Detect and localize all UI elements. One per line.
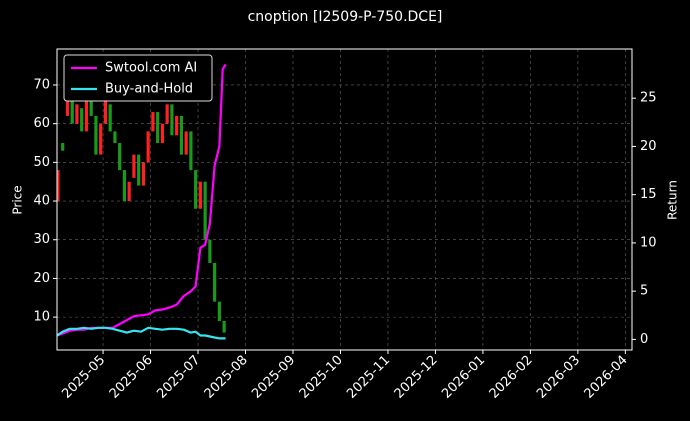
candle-body [118,143,122,171]
y2-tick-label: 25 [640,91,657,106]
candle-body [127,181,131,202]
candle-body [61,143,65,151]
y2-tick-label: 20 [640,139,657,154]
candle-body [170,104,174,136]
candle-body [217,301,221,321]
y-tick-label: 70 [33,77,50,92]
candle-body [70,100,74,124]
candle-body [89,100,93,116]
candle-body [99,123,103,155]
y-tick-label: 40 [33,194,50,209]
candle-body [94,115,98,155]
candle-body [222,320,226,333]
plot-frame [56,48,633,351]
y-tick-label: 20 [33,271,50,286]
candle-body [208,239,212,263]
candle-body [165,104,169,124]
y2-tick-label: 15 [640,187,657,202]
y2-axis-label: Return [666,180,680,220]
y2-tick-label: 5 [640,284,648,299]
candle-body [179,115,184,155]
y-axis-label: Price [11,185,25,214]
candle-body [137,154,141,186]
plot-area [57,63,227,340]
candle-body [213,262,217,302]
legend-box [63,54,213,102]
line-series [57,326,226,340]
candle-body [65,92,70,116]
candle-body [146,131,150,163]
candle-body [184,131,188,155]
y-tick-label: 10 [33,310,50,325]
candle-body [175,115,179,136]
legend-label: Swtool.com AI [105,61,197,76]
candle-body [194,170,198,209]
y-tick-label: 30 [33,232,50,247]
candle-body [198,181,202,209]
candle-body [151,112,155,132]
candle-body [160,123,165,144]
candle-body [103,100,108,124]
candle-body [75,104,79,124]
candle-body [57,170,60,202]
y-tick-label: 50 [33,155,50,170]
candle-body [108,104,112,132]
candle-body [113,131,117,144]
candle-body [132,154,136,178]
candle-body [189,131,193,171]
candle-body [203,181,207,240]
candle-body [122,170,127,202]
y2-tick-label: 10 [640,235,657,250]
y2-tick-label: 0 [640,332,648,347]
chart-title: cnoption [I2509-P-750.DCE] [248,9,443,25]
candle-body [84,100,89,132]
legend-label: Buy-and-Hold [105,82,193,97]
y-tick-label: 60 [33,116,50,131]
candle-body [80,108,84,132]
candle-body [141,162,146,186]
legend: Swtool.com AI Buy-and-Hold [63,54,213,102]
candle-body [156,112,160,144]
